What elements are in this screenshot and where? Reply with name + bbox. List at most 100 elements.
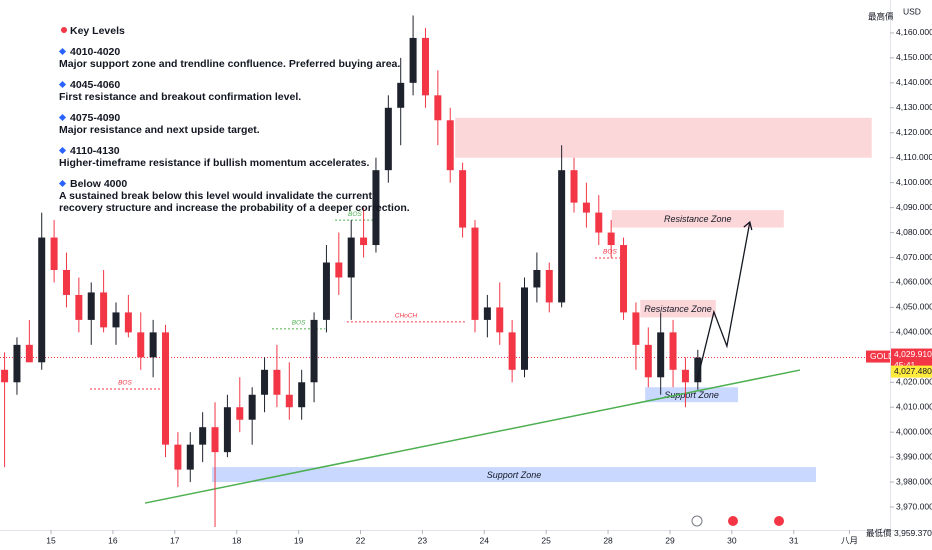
candle-body [211, 427, 219, 453]
zone-label: Resistance Zone [664, 214, 732, 224]
flag-icon [774, 516, 784, 526]
zone [640, 299, 716, 318]
high-label: 最高價 [868, 11, 894, 21]
y-tick-label: 4,120.000 [896, 127, 932, 137]
y-tick-label: 4,130.000 [896, 102, 932, 112]
candle-body [632, 312, 640, 345]
x-tick-label: 28 [603, 535, 613, 545]
y-tick-label: 4,090.000 [896, 202, 932, 212]
candle-body [459, 170, 467, 228]
candle-body [434, 95, 442, 121]
candle-body [409, 37, 417, 83]
note-heading: 4010-4020 [70, 46, 120, 58]
candle-body [558, 170, 566, 303]
note-line: First resistance and breakout confirmati… [59, 91, 301, 103]
note-line: Major resistance and next upside target. [59, 124, 260, 136]
candle-body [694, 357, 702, 383]
x-tick-label: 23 [418, 535, 428, 545]
note-heading: Below 4000 [70, 178, 127, 190]
y-tick-label: 4,060.000 [896, 277, 932, 287]
candle-body [533, 269, 541, 288]
countdown-label: 45:41 [894, 360, 916, 370]
x-tick-label: 八月 [841, 535, 858, 545]
candle-body [347, 237, 355, 278]
candle-body [248, 394, 256, 420]
diamond-icon [58, 179, 67, 188]
candle-body [607, 232, 615, 246]
structure-label: BOS [118, 380, 132, 387]
candle-body [124, 312, 132, 333]
candle-body [87, 292, 95, 320]
x-tick-label: 19 [294, 535, 304, 545]
candle-body [508, 332, 516, 370]
note-heading: 4075-4090 [70, 112, 120, 124]
x-tick-label: 25 [541, 535, 551, 545]
pin-icon [61, 27, 67, 33]
candle-body [112, 312, 120, 328]
candle-body [25, 344, 33, 363]
candle-body [483, 307, 491, 320]
symbol-box [866, 350, 890, 363]
low-price-label: 3,959.370 [894, 528, 932, 538]
x-tick-label: 18 [232, 535, 242, 545]
y-tick-label: 3,970.000 [896, 501, 932, 511]
projection-path [696, 221, 751, 381]
y-tick-label: 4,000.000 [896, 426, 932, 436]
candle-body [681, 369, 689, 383]
candle-body [620, 245, 628, 313]
candle-body [236, 407, 244, 420]
zone [455, 117, 872, 158]
candle-body [38, 237, 46, 363]
y-tick-label: 3,990.000 [896, 451, 932, 461]
candle-body [657, 332, 665, 378]
candle-body [521, 287, 529, 370]
candle-body [285, 394, 293, 408]
y-tick-label: 4,020.000 [896, 377, 932, 387]
candle-body [186, 444, 194, 470]
candle-body [496, 307, 504, 333]
event-icon [691, 515, 703, 527]
candle-body [570, 170, 578, 203]
candle-body [137, 332, 145, 358]
note-line: Major support zone and trendline conflue… [59, 58, 400, 70]
candle-body [174, 444, 182, 470]
last-price-label: 4,029.910 [894, 349, 932, 359]
candle-body [360, 237, 368, 246]
y-tick-label: 3,980.000 [896, 476, 932, 486]
y-tick-label: 4,050.000 [896, 302, 932, 312]
diamond-icon [58, 146, 67, 155]
candle-body [75, 294, 83, 320]
candle-body [298, 382, 306, 408]
low-name: 最低價 [866, 528, 892, 538]
candle-body [335, 262, 343, 278]
candle-body [261, 369, 269, 395]
candle-body [149, 332, 157, 358]
y-tick-label: 4,110.000 [896, 152, 932, 162]
candle-body [471, 227, 479, 320]
flag-icon [728, 516, 738, 526]
note-heading: 4110-4130 [70, 145, 120, 157]
note-line: Higher-timeframe resistance if bullish m… [59, 157, 370, 169]
candle-body [397, 82, 405, 108]
x-tick-label: 30 [727, 535, 737, 545]
structure-label: BOS [292, 320, 306, 327]
structure-label: CHoCH [395, 313, 418, 320]
note-line: recovery structure and increase the prob… [59, 202, 410, 214]
note-line: A sustained break below this level would… [59, 190, 372, 202]
zone-label: Support Zone [487, 470, 542, 480]
candle-body [162, 332, 170, 445]
candle-body [644, 344, 652, 378]
y-tick-label: 4,040.000 [896, 327, 932, 337]
candle-body [669, 332, 677, 370]
x-tick-label: 24 [480, 535, 490, 545]
candle-body [273, 369, 281, 395]
y-tick-label: 4,070.000 [896, 252, 932, 262]
notes-title: Key Levels [70, 25, 125, 37]
currency: USD [903, 6, 921, 16]
zone-label: Resistance Zone [644, 304, 712, 314]
candle-body [446, 120, 454, 171]
candle-body [322, 262, 330, 320]
y-tick-label: 4,150.000 [896, 52, 932, 62]
